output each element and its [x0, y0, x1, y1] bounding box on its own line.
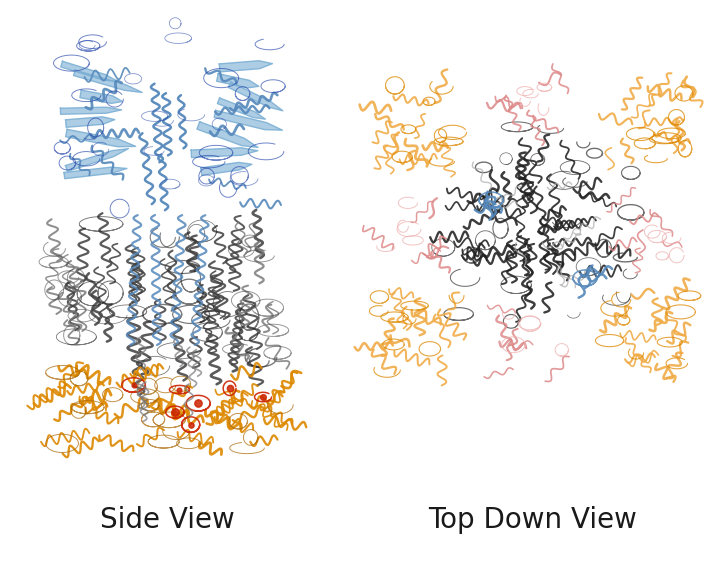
Polygon shape — [201, 162, 252, 176]
Polygon shape — [61, 107, 122, 114]
Polygon shape — [64, 167, 127, 178]
Polygon shape — [66, 129, 136, 147]
Text: Side View: Side View — [99, 506, 235, 534]
Polygon shape — [228, 82, 283, 111]
Text: Top Down View: Top Down View — [428, 506, 638, 534]
Polygon shape — [197, 122, 258, 148]
Polygon shape — [80, 90, 122, 104]
Polygon shape — [66, 117, 115, 127]
Polygon shape — [61, 61, 118, 82]
Polygon shape — [217, 98, 265, 119]
Polygon shape — [214, 110, 282, 130]
Polygon shape — [217, 74, 259, 88]
Polygon shape — [66, 149, 129, 171]
Polygon shape — [220, 61, 272, 72]
Polygon shape — [191, 148, 258, 158]
Polygon shape — [74, 70, 142, 92]
